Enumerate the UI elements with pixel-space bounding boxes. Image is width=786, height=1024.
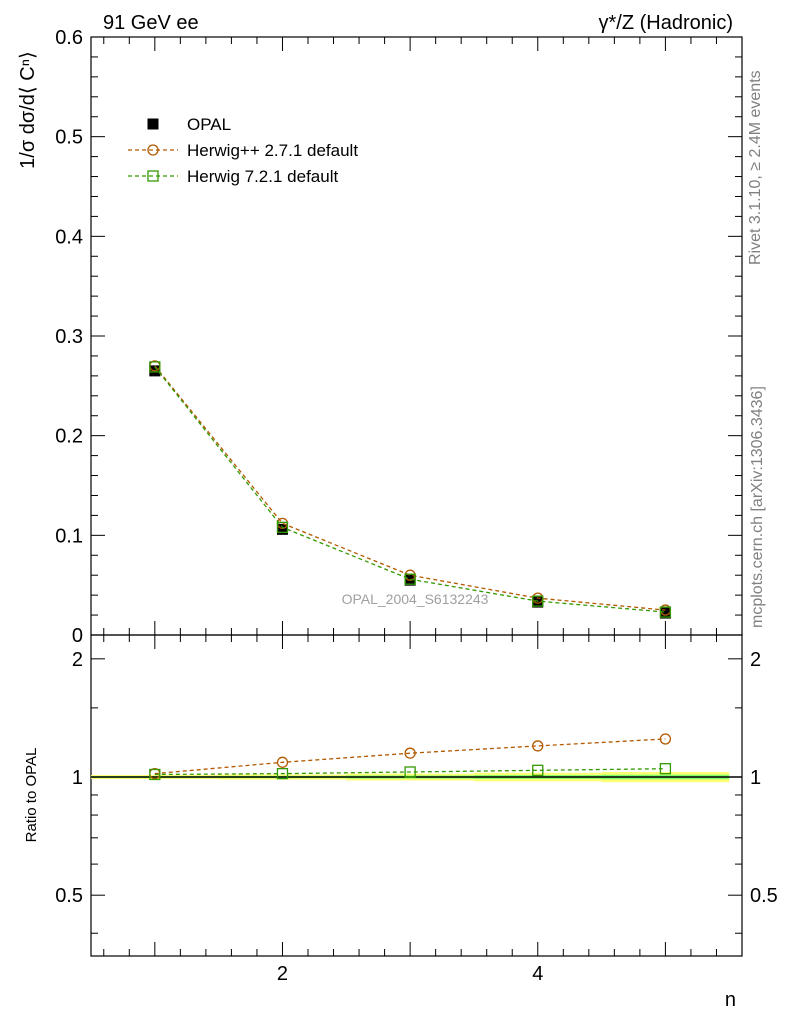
legend-herwig-2-7-1-default-marker bbox=[147, 144, 159, 156]
ratio-ticks: 0.5 0.5 1 1 2 2 2 4 bbox=[55, 635, 778, 985]
herwig-7-2-1-default-point bbox=[532, 595, 544, 607]
ratio-y-axis-label: Ratio to OPAL bbox=[23, 748, 40, 843]
main-y-tick-label: 0.3 bbox=[55, 326, 83, 348]
opal-point bbox=[276, 523, 288, 535]
main-series bbox=[149, 360, 672, 619]
mcplots-reference-text: mcplots.cern.ch [arXiv:1306.3436] bbox=[749, 386, 766, 628]
legend-herwig-7-2-1-default-label: Herwig 7.2.1 default bbox=[187, 167, 338, 186]
herwig-7-2-1-default-line bbox=[154, 366, 666, 613]
herwig-7-2-1-default-point bbox=[149, 361, 161, 373]
ratio-herwig-2-7-1-default-point bbox=[276, 756, 289, 768]
ratio-y-tick-label: 1 bbox=[72, 767, 83, 789]
main-y-tick-label: 0.4 bbox=[55, 226, 83, 248]
main-y-tick-label: 0.2 bbox=[55, 426, 83, 448]
legend-opal-marker bbox=[147, 118, 159, 130]
legend-herwig-2-7-1-default-label: Herwig++ 2.7.1 default bbox=[187, 141, 358, 160]
ratio-panel: Ratio to OPAL 0.5 0.5 1 1 2 2 2 4 n bbox=[23, 634, 778, 1011]
x-tick-label: 4 bbox=[532, 963, 543, 985]
ratio-y-tick-label: 2 bbox=[72, 649, 83, 671]
ratio-y-tick-label-right: 0.5 bbox=[750, 885, 778, 907]
ratio-herwig-7-2-1-default-point bbox=[659, 763, 672, 775]
ratio-uncertainty-band bbox=[91, 771, 742, 783]
opal-point bbox=[659, 607, 671, 619]
rivet-version-text: Rivet 3.1.10, ≥ 2.4M events bbox=[747, 70, 764, 265]
ratio-y-tick-label: 0.5 bbox=[55, 885, 83, 907]
ratio-y-tick-label-right: 2 bbox=[750, 649, 761, 671]
main-y-tick-label: 0.1 bbox=[55, 525, 83, 547]
main-y-axis-label: 1/σ dσ/d⟨ Cⁿ⟩ bbox=[17, 51, 39, 169]
opal-point bbox=[532, 596, 544, 608]
main-y-tick-label: 0.6 bbox=[55, 27, 83, 49]
x-tick-label: 2 bbox=[277, 963, 288, 985]
herwig-7-2-1-default-point bbox=[404, 573, 416, 585]
header-left-label: 91 GeV ee bbox=[103, 12, 199, 34]
main-panel: 1/σ dσ/d⟨ Cⁿ⟩ 0 0.1 0.2 0.3 0.4 0.5 0.6 OPAL_2… bbox=[17, 27, 743, 647]
ratio-frame bbox=[90, 634, 743, 957]
ratio-series bbox=[149, 733, 672, 781]
ratio-herwig-2-7-1-default-point bbox=[532, 740, 544, 752]
legend-herwig-7-2-1-default-marker bbox=[147, 170, 159, 182]
legend: OPAL Herwig++ 2.7.1 default Herwig 7.2.1 d… bbox=[128, 115, 358, 186]
ratio-herwig-7-2-1-default-point bbox=[404, 766, 416, 778]
ratio-herwig-2-7-1-default-line bbox=[154, 738, 666, 775]
herwig-7-2-1-default-point bbox=[659, 606, 672, 618]
x-axis-label: n bbox=[725, 989, 736, 1011]
ratio-herwig-7-2-1-default-line bbox=[154, 768, 666, 776]
main-y-tick-label: 0 bbox=[72, 625, 83, 647]
ratio-y-tick-label-right: 1 bbox=[750, 767, 761, 789]
analysis-watermark: OPAL_2004_S6132243 bbox=[342, 591, 489, 607]
ratio-herwig-7-2-1-default-point bbox=[532, 764, 544, 776]
main-ticks: 0 0.1 0.2 0.3 0.4 0.5 0.6 bbox=[55, 27, 742, 647]
main-y-tick-label: 0.5 bbox=[55, 127, 83, 149]
ratio-herwig-2-7-1-default-point bbox=[404, 747, 416, 759]
ratio-herwig-2-7-1-default-point bbox=[659, 733, 672, 745]
herwig-2-7-1-default-line bbox=[154, 365, 666, 611]
ratio-herwig-7-2-1-default-point bbox=[276, 767, 289, 780]
ratio-herwig-7-2-1-default-point bbox=[149, 768, 161, 781]
legend-opal-label: OPAL bbox=[187, 115, 231, 134]
header-right-label: γ*/Z (Hadronic) bbox=[599, 12, 733, 34]
herwig-7-2-1-default-point bbox=[276, 521, 289, 534]
